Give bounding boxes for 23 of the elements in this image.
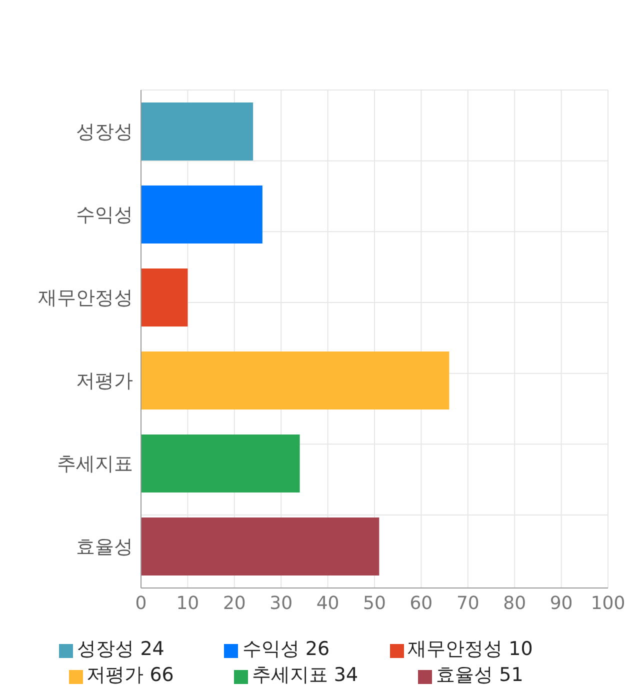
y-tick-label: 추세지표 xyxy=(57,453,133,476)
legend-label: 수익성 26 xyxy=(242,638,330,660)
y-tick-label: 수익성 xyxy=(76,204,133,226)
x-tick-label: 80 xyxy=(503,592,526,614)
y-tick-label: 재무안정성 xyxy=(38,287,133,310)
x-tick-label: 100 xyxy=(590,592,626,614)
y-tick-label: 저평가 xyxy=(76,370,133,392)
legend-label: 추세지표 34 xyxy=(252,664,358,686)
legend-label: 저평가 66 xyxy=(86,664,174,686)
y-tick-label: 효율성 xyxy=(76,536,133,558)
legend-label: 성장성 24 xyxy=(77,638,164,660)
x-tick-label: 70 xyxy=(456,592,480,614)
x-tick-label: 60 xyxy=(410,592,433,614)
x-tick-label: 30 xyxy=(270,592,293,614)
x-tick-label: 50 xyxy=(363,592,386,614)
legend-label: 효율성 51 xyxy=(436,664,524,686)
y-tick-label: 성장성 xyxy=(76,121,133,144)
legend-label: 재무안정성 10 xyxy=(408,638,533,660)
x-tick-label: 10 xyxy=(176,592,200,614)
x-tick-label: 40 xyxy=(316,592,340,614)
x-tick-label: 20 xyxy=(222,592,246,614)
x-tick-label: 90 xyxy=(550,592,573,614)
x-tick-label: 0 xyxy=(135,592,147,614)
